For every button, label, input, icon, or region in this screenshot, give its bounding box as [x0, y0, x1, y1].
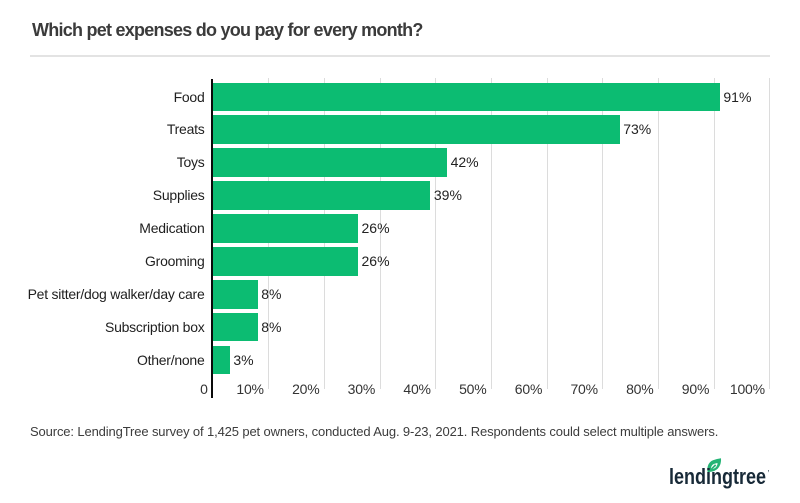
- svg-text:’: ’: [768, 469, 770, 479]
- svg-text:lendingtree: lendingtree: [669, 464, 766, 489]
